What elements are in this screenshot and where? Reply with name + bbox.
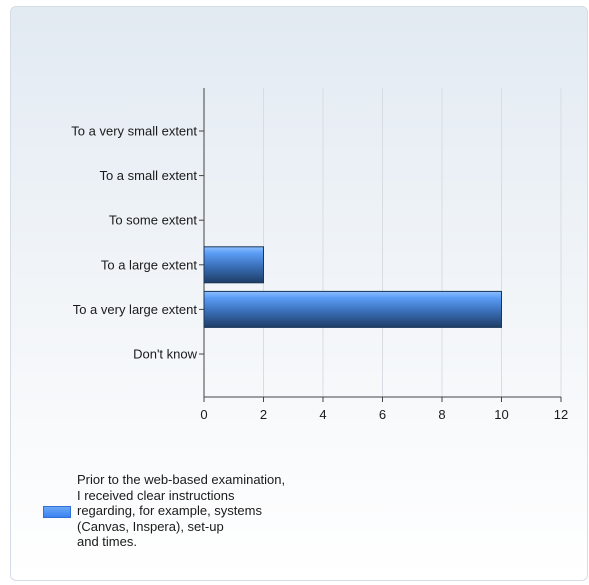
x-tick-label: 4 bbox=[319, 407, 326, 422]
category-label: To a large extent bbox=[101, 257, 198, 272]
grid-lines bbox=[263, 88, 562, 397]
category-labels: To a very small extent To a small extent T… bbox=[71, 124, 197, 362]
category-label: To a small extent bbox=[99, 168, 197, 183]
legend: Prior to the web-based examination, I re… bbox=[43, 472, 323, 550]
x-tick-label: 12 bbox=[554, 407, 568, 422]
x-tick-labels: 0 2 4 6 8 10 12 bbox=[200, 407, 568, 422]
category-label: Don't know bbox=[133, 347, 198, 362]
x-tick-label: 2 bbox=[260, 407, 267, 422]
x-tick-label: 0 bbox=[200, 407, 207, 422]
category-label: To a very small extent bbox=[71, 124, 197, 139]
legend-swatch bbox=[43, 506, 71, 518]
bar bbox=[203, 290, 502, 328]
legend-label: Prior to the web-based examination, I re… bbox=[77, 472, 286, 549]
category-label: To some extent bbox=[109, 213, 198, 228]
x-tick-label: 8 bbox=[438, 407, 445, 422]
category-label: To a very large extent bbox=[73, 302, 198, 317]
x-tick-label: 10 bbox=[494, 407, 508, 422]
bars bbox=[203, 246, 502, 328]
bar bbox=[203, 246, 264, 284]
axes bbox=[199, 88, 562, 402]
x-tick-label: 6 bbox=[379, 407, 386, 422]
